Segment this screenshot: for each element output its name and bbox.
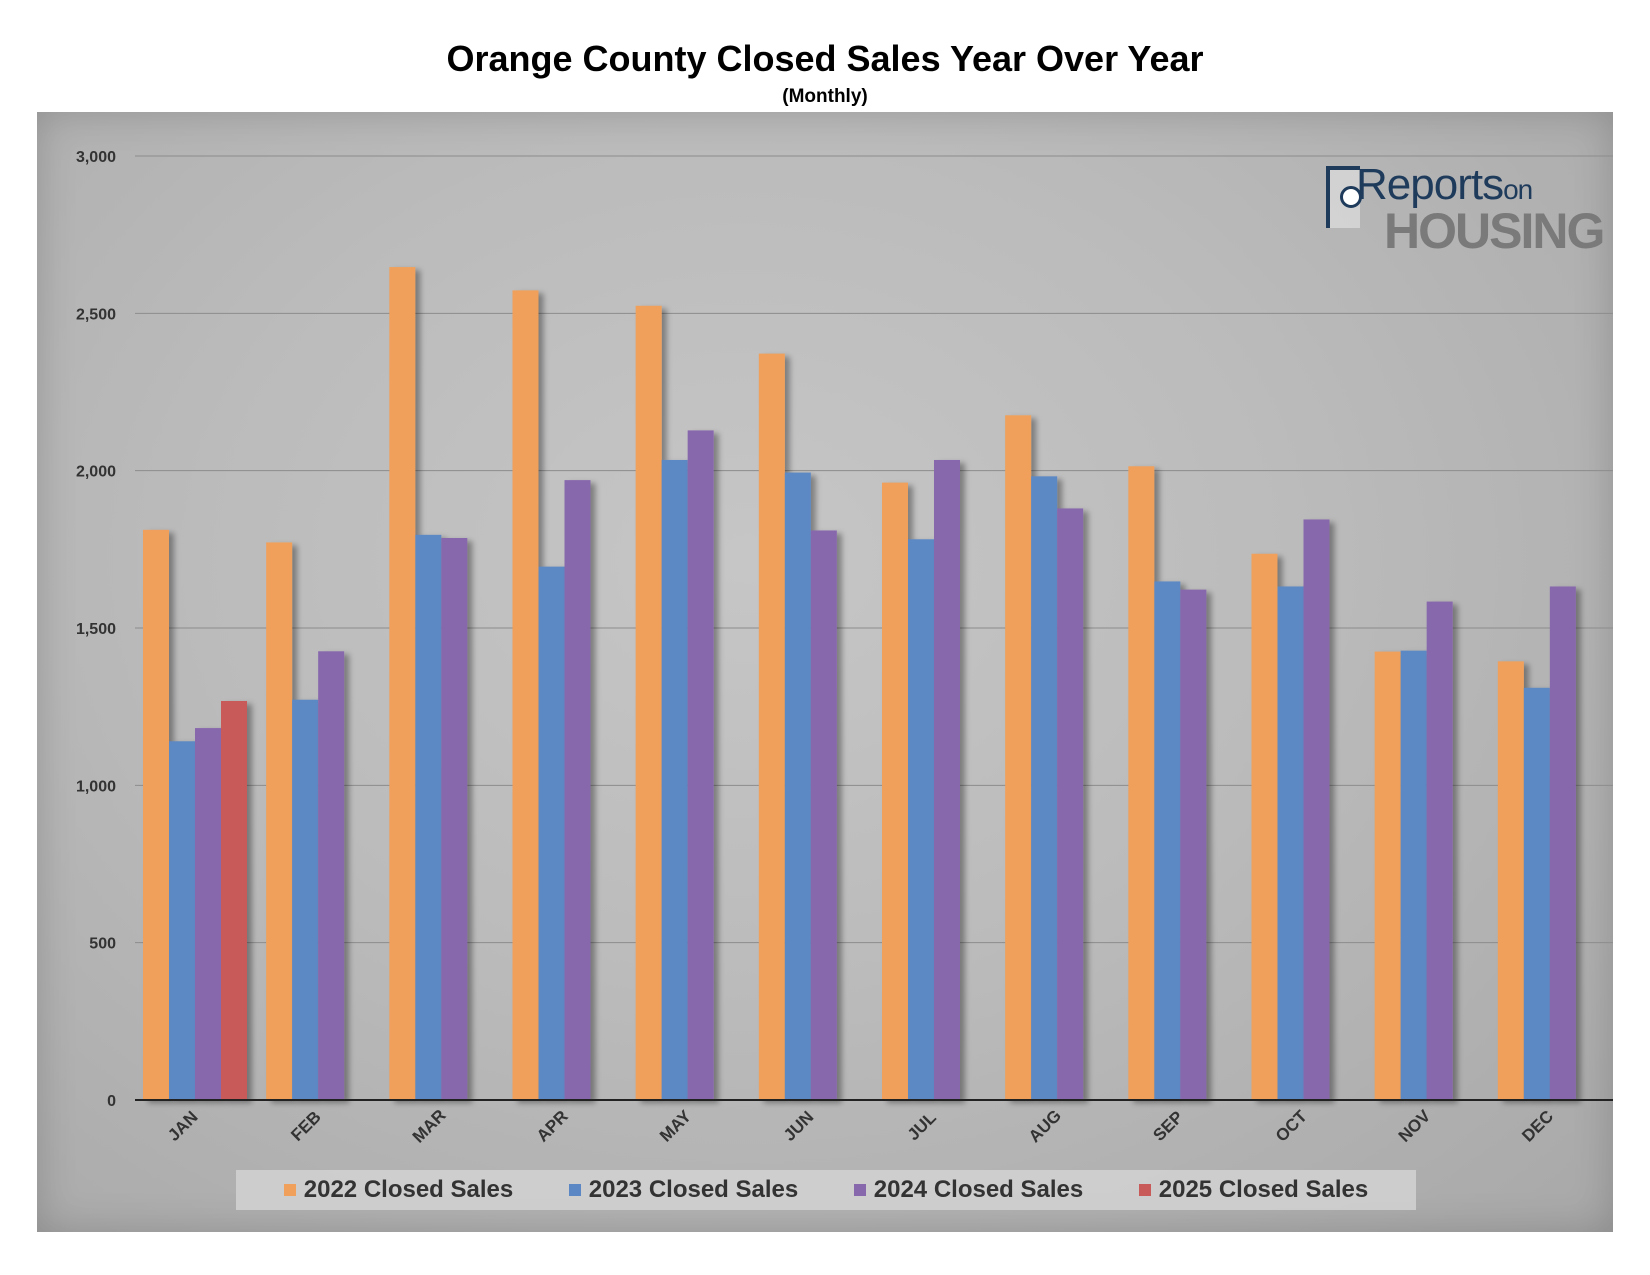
- bar: [1277, 586, 1304, 1100]
- bar: [1031, 476, 1058, 1100]
- legend-item: 2024 Closed Sales: [853, 1176, 1084, 1204]
- x-tick-label: FEB: [287, 1107, 324, 1144]
- legend-label: 2023 Closed Sales: [588, 1176, 799, 1203]
- legend-swatch: [283, 1184, 296, 1196]
- bar: [169, 741, 195, 1100]
- y-tick-label: 500: [89, 936, 116, 953]
- bar: [908, 539, 934, 1100]
- bar: [195, 728, 221, 1100]
- bar: [1303, 519, 1330, 1100]
- legend-label: 2024 Closed Sales: [873, 1176, 1084, 1203]
- y-tick-label: 0: [107, 1093, 116, 1110]
- bar: [1057, 508, 1084, 1101]
- logo-text-reports: Reportson: [1356, 160, 1533, 209]
- bar: [1400, 650, 1427, 1100]
- bar: [389, 267, 416, 1100]
- chart-legend: 2022 Closed Sales 2023 Closed Sales 2024 C…: [236, 1170, 1416, 1210]
- bar: [1180, 589, 1207, 1100]
- bar: [1005, 415, 1032, 1100]
- bar: [882, 482, 908, 1100]
- bar: [266, 542, 293, 1100]
- bar: [143, 529, 169, 1100]
- legend-swatch: [568, 1184, 581, 1196]
- chart-subtitle: (Monthly): [782, 86, 868, 107]
- bar: [1154, 581, 1181, 1100]
- x-tick-label: JUL: [904, 1108, 940, 1144]
- bar: [635, 305, 662, 1100]
- bar: [687, 430, 714, 1100]
- legend-swatch: [853, 1184, 866, 1196]
- bar: [661, 459, 688, 1100]
- bar: [1251, 553, 1278, 1100]
- legend-label: 2025 Closed Sales: [1158, 1176, 1369, 1203]
- legend-item: 2022 Closed Sales: [283, 1176, 514, 1204]
- bar: [415, 534, 442, 1100]
- bar: [934, 459, 960, 1100]
- x-tick-label: NOV: [1395, 1106, 1435, 1146]
- x-tick-label: APR: [533, 1107, 572, 1146]
- y-tick-label: 1,500: [76, 621, 116, 638]
- y-tick-label: 3,000: [76, 149, 116, 166]
- x-tick-label: JAN: [164, 1107, 201, 1144]
- x-tick-label: SEP: [1149, 1107, 1186, 1144]
- bar: [221, 701, 247, 1100]
- bar: [1523, 687, 1550, 1100]
- bar: [1128, 466, 1155, 1100]
- x-tick-label: DEC: [1518, 1107, 1557, 1146]
- y-tick-label: 2,000: [76, 464, 116, 481]
- y-tick-label: 1,000: [76, 778, 116, 795]
- x-tick-label: JUN: [780, 1107, 817, 1144]
- legend-label: 2022 Closed Sales: [303, 1176, 514, 1203]
- x-tick-label: MAY: [656, 1106, 696, 1146]
- bar: [564, 480, 591, 1100]
- bar: [1497, 661, 1524, 1100]
- chart-title: Orange County Closed Sales Year Over Yea…: [446, 38, 1204, 79]
- bar: [758, 353, 785, 1100]
- bar: [538, 566, 565, 1100]
- bar: [1426, 601, 1453, 1100]
- y-tick-label: 2,500: [76, 306, 116, 323]
- x-tick-label: OCT: [1272, 1106, 1311, 1145]
- legend-item: 2025 Closed Sales: [1138, 1176, 1369, 1204]
- bar: [1374, 651, 1401, 1100]
- bar: [810, 530, 837, 1100]
- magnifier-icon: [1326, 166, 1362, 228]
- bar: [441, 538, 468, 1100]
- bar: [292, 699, 319, 1100]
- bar: [784, 472, 811, 1100]
- legend-swatch: [1138, 1184, 1151, 1196]
- bar: [1549, 586, 1576, 1100]
- legend-item: 2023 Closed Sales: [568, 1176, 799, 1204]
- x-tick-label: AUG: [1025, 1106, 1065, 1146]
- reports-on-housing-logo: Reportson HOUSING: [1326, 160, 1606, 259]
- x-tick-label: MAR: [409, 1106, 450, 1147]
- bar: [318, 651, 345, 1100]
- logo-text-housing: HOUSING: [1384, 203, 1605, 259]
- bar: [512, 290, 539, 1100]
